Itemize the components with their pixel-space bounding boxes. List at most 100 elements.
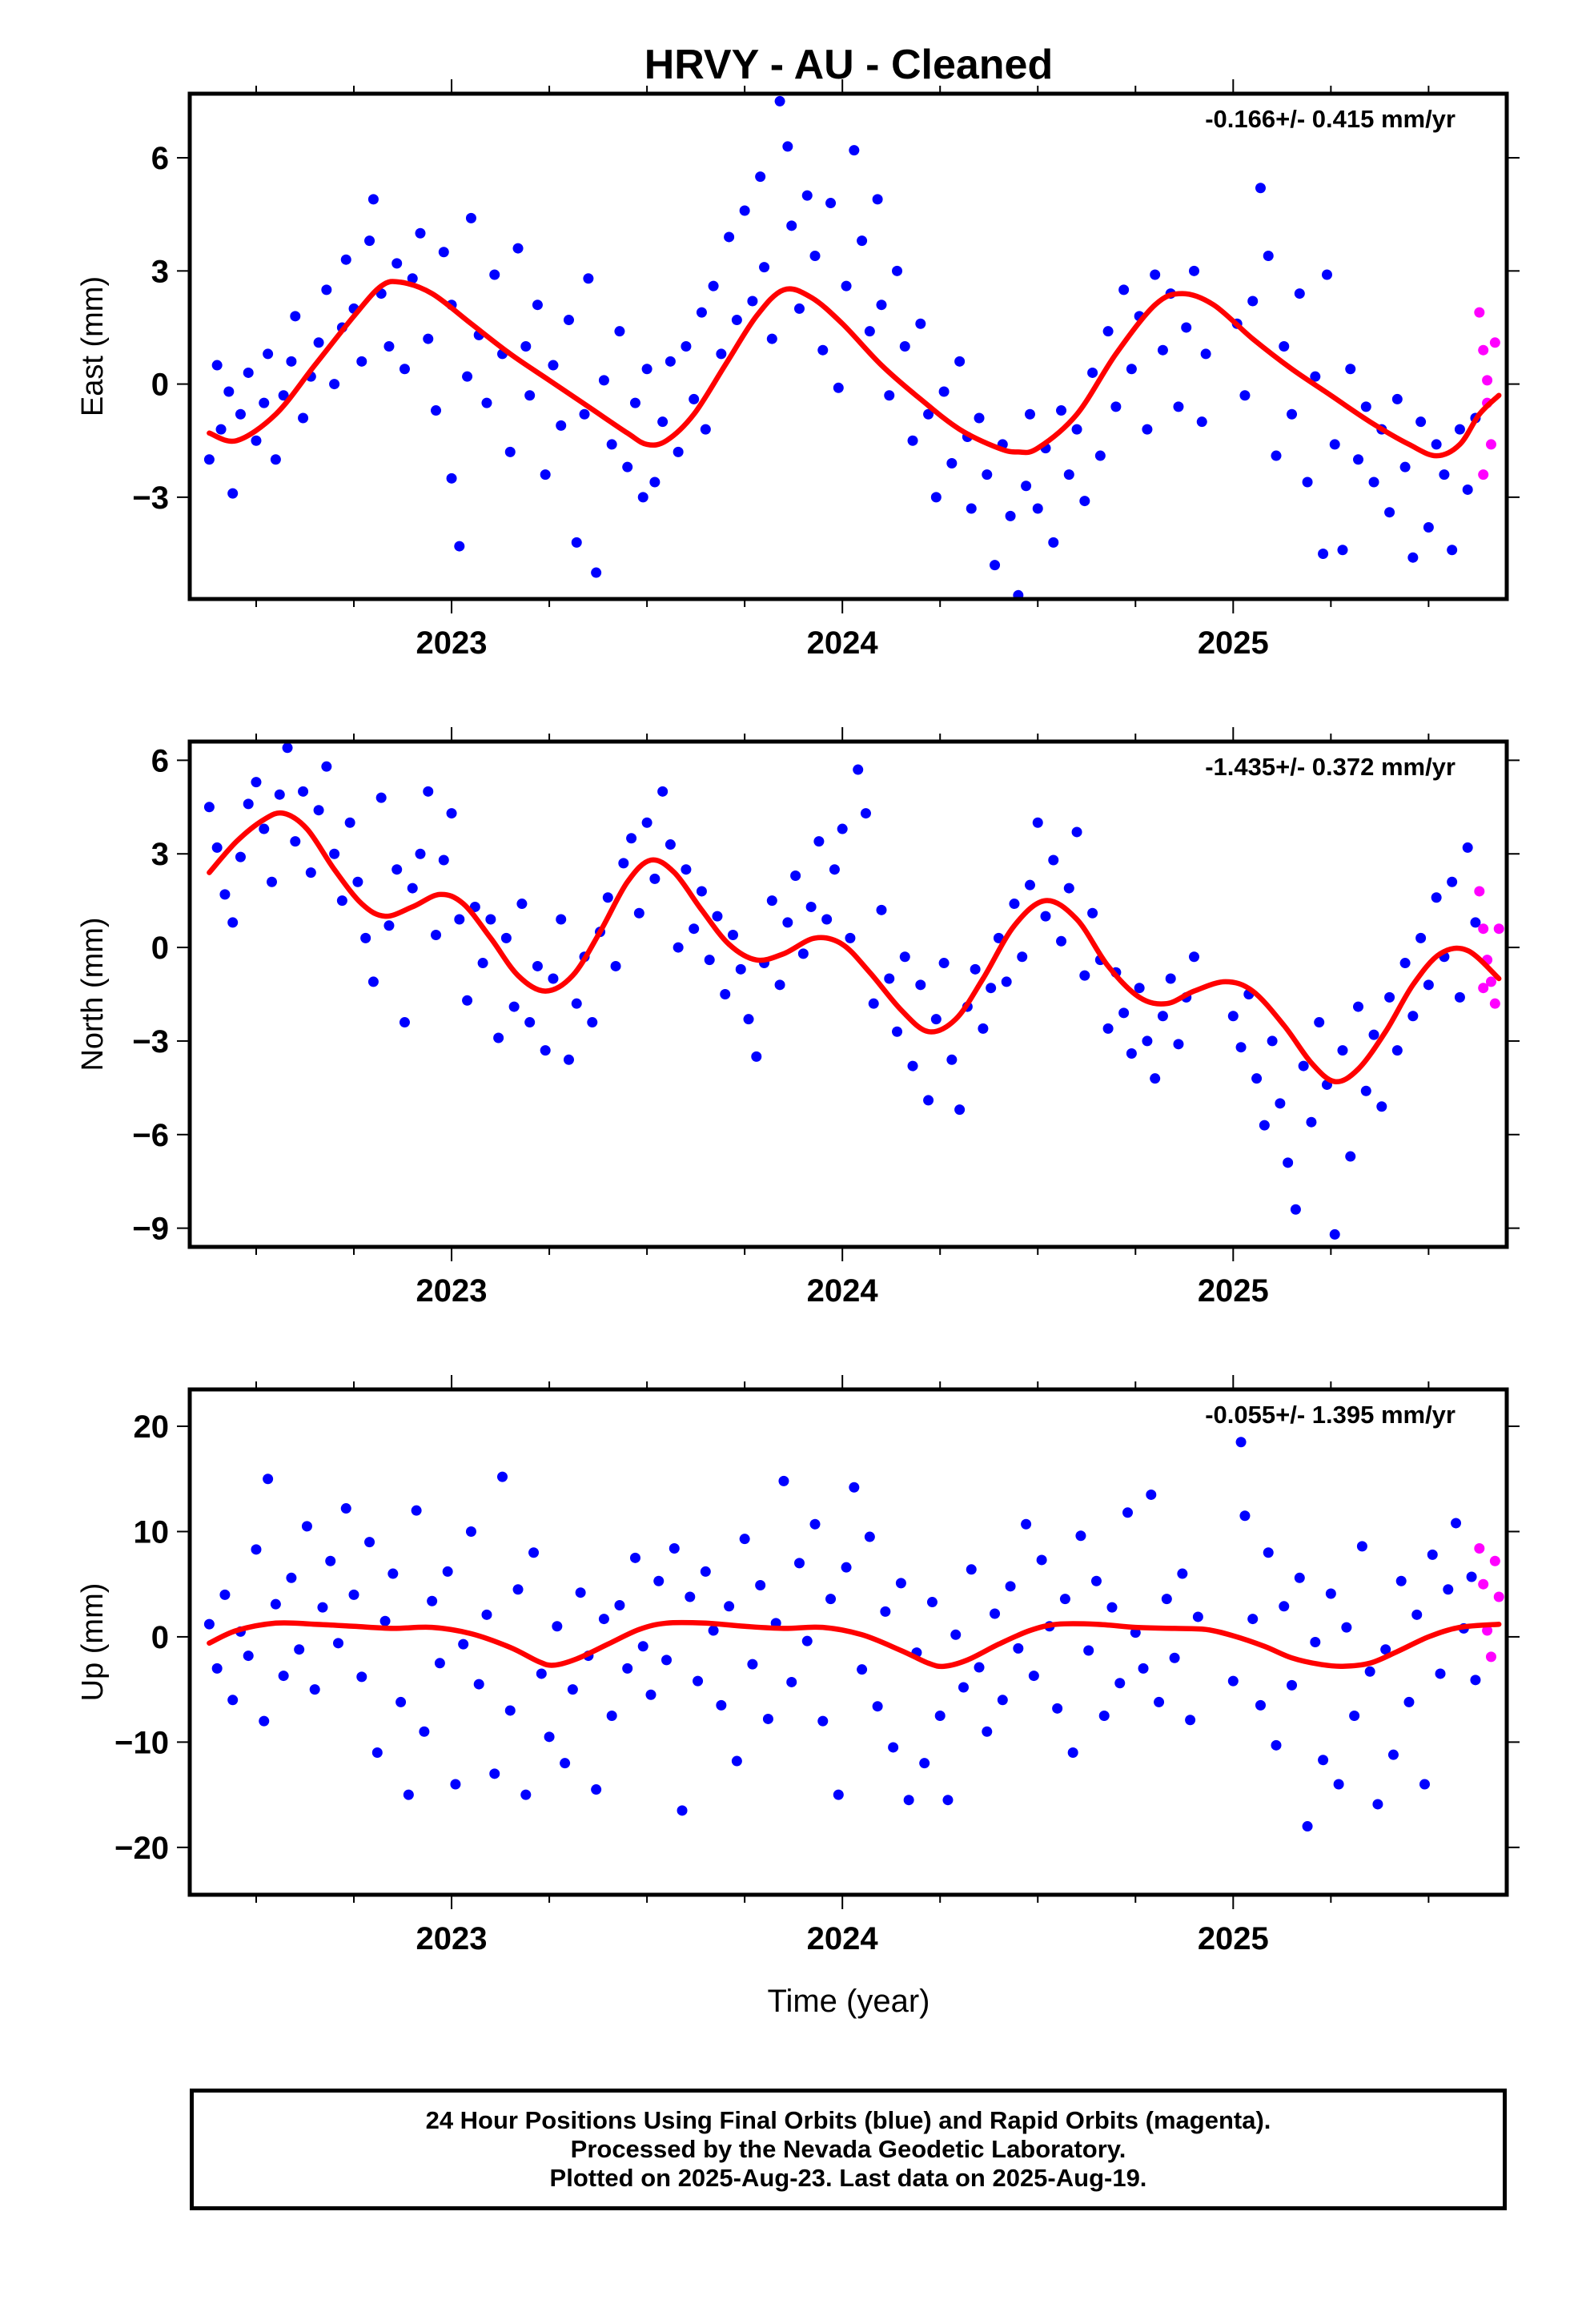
final-orbit-point [915, 979, 926, 991]
final-orbit-point [259, 823, 270, 834]
final-orbit-point [536, 1668, 547, 1679]
final-orbit-point [801, 190, 813, 201]
plot-frame [187, 91, 1509, 601]
final-orbit-point [1227, 1675, 1239, 1687]
final-orbit-point [344, 817, 355, 828]
final-orbit-point [774, 95, 785, 107]
final-orbit-point [1056, 935, 1067, 947]
final-orbit-point [1239, 1510, 1251, 1522]
final-orbit-point [899, 341, 910, 352]
final-orbit-point [1451, 1518, 1462, 1529]
final-orbit-point [1462, 484, 1473, 495]
final-orbit-point [556, 914, 567, 925]
final-orbit-point [313, 805, 324, 816]
final-orbit-point [1364, 1666, 1375, 1677]
final-orbit-point [332, 1638, 343, 1649]
rapid-orbit-point [1485, 976, 1496, 987]
final-orbit-point [986, 983, 997, 994]
final-orbit-point [251, 777, 262, 788]
x-tick-label: 2025 [1198, 625, 1269, 661]
final-orbit-point [227, 1695, 239, 1706]
final-orbit-point [489, 1768, 500, 1779]
final-orbit-point [431, 405, 442, 416]
final-orbit-point [1447, 545, 1458, 556]
final-orbit-point [1310, 1637, 1321, 1647]
final-orbit-point [301, 1521, 312, 1532]
final-orbit-point [340, 1503, 351, 1514]
final-orbit-point [700, 424, 711, 435]
final-orbit-point [203, 454, 215, 465]
final-orbit-point [548, 360, 559, 371]
y-tick-label: −6 [132, 1118, 169, 1153]
final-orbit-point [645, 1689, 656, 1700]
final-orbit-point [383, 341, 395, 352]
final-orbit-point [990, 1608, 1001, 1619]
final-orbit-point [1142, 1035, 1153, 1047]
final-orbit-point [926, 1597, 938, 1608]
final-orbit-point [700, 1566, 711, 1577]
y-tick-label: −20 [114, 1831, 169, 1866]
final-orbit-point [477, 958, 488, 969]
final-orbit-point [1423, 979, 1434, 991]
final-orbit-point [1376, 1101, 1387, 1112]
final-orbit-point [708, 280, 719, 292]
final-orbit-point [614, 326, 625, 337]
final-orbit-point [427, 1595, 438, 1606]
final-orbit-point [407, 883, 418, 894]
final-orbit-point [712, 911, 723, 922]
final-orbit-point [1087, 907, 1098, 919]
final-orbit-point [1271, 1739, 1282, 1751]
final-orbit-point [1098, 1711, 1110, 1722]
final-orbit-point [286, 1572, 297, 1583]
final-orbit-point [903, 1795, 914, 1806]
final-orbit-point [309, 1684, 320, 1695]
y-tick-label: 6 [151, 743, 169, 778]
final-orbit-point [1447, 876, 1458, 887]
final-orbit-point [841, 280, 852, 292]
y-tick-label: 3 [151, 837, 169, 872]
final-orbit-point [227, 917, 239, 928]
final-orbit-point [520, 341, 532, 352]
final-orbit-point [1173, 401, 1184, 412]
final-orbit-point [1185, 1715, 1196, 1726]
final-orbit-point [782, 141, 793, 152]
final-orbit-point [778, 1475, 789, 1486]
final-orbit-point [278, 390, 289, 401]
final-orbit-point [743, 1014, 754, 1025]
up-panel: 2023 2024 2025 20 10 0 −10 −20 Up (mm) -0.055+/- … [76, 1375, 1520, 1956]
final-orbit-point [243, 367, 254, 378]
final-orbit-point [520, 1789, 532, 1800]
final-orbit-point [934, 1711, 946, 1722]
y-tick-label: −9 [132, 1212, 169, 1247]
final-orbit-point [857, 235, 868, 247]
final-orbit-point [560, 1758, 571, 1769]
x-tick-label: 2025 [1198, 1273, 1269, 1309]
final-orbit-point [747, 296, 758, 307]
final-orbit-point [1267, 1035, 1278, 1047]
final-orbit-point [1294, 288, 1305, 300]
final-orbit-point [1013, 589, 1024, 599]
final-orbit-point [1356, 1541, 1367, 1552]
final-orbit-point [766, 333, 777, 344]
final-orbit-point [1251, 1073, 1263, 1084]
y-tick-label: 3 [151, 254, 169, 289]
final-orbit-point [1009, 899, 1020, 910]
final-orbit-point [1360, 1085, 1371, 1096]
final-orbit-point [1079, 970, 1090, 981]
final-orbit-point [364, 1537, 375, 1548]
final-orbit-point [1380, 1644, 1391, 1655]
final-orbit-point [415, 227, 426, 239]
final-orbit-point [235, 408, 246, 420]
final-orbit-point [1067, 1747, 1078, 1759]
final-orbit-point [419, 1726, 430, 1737]
final-orbit-point [1157, 344, 1168, 356]
final-orbit-point [364, 235, 375, 247]
final-orbit-point [598, 375, 609, 386]
final-orbit-point [637, 1641, 648, 1652]
final-orbit-point [1431, 439, 1442, 450]
final-orbit-point [708, 1625, 719, 1636]
final-orbit-point [367, 194, 379, 205]
final-orbit-point [485, 914, 496, 925]
final-orbit-point [930, 492, 942, 503]
